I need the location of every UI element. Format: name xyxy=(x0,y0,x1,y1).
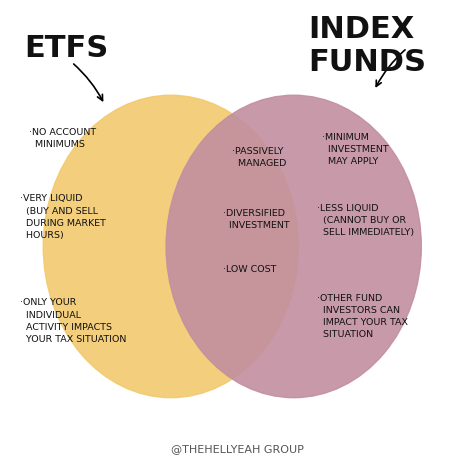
Text: ·MINIMUM
  INVESTMENT
  MAY APPLY: ·MINIMUM INVESTMENT MAY APPLY xyxy=(322,133,389,166)
Text: INDEX
FUNDS: INDEX FUNDS xyxy=(308,15,426,77)
Text: ETFS: ETFS xyxy=(24,34,109,63)
Text: ·OTHER FUND
  INVESTORS CAN
  IMPACT YOUR TAX
  SITUATION: ·OTHER FUND INVESTORS CAN IMPACT YOUR TA… xyxy=(318,294,408,339)
Text: ·VERY LIQUID
  (BUY AND SELL
  DURING MARKET
  HOURS): ·VERY LIQUID (BUY AND SELL DURING MARKET… xyxy=(19,194,106,240)
Ellipse shape xyxy=(166,95,421,398)
Text: @THEHELLYEAH GROUP: @THEHELLYEAH GROUP xyxy=(171,445,303,455)
Ellipse shape xyxy=(43,95,299,398)
Text: ·NO ACCOUNT
  MINIMUMS: ·NO ACCOUNT MINIMUMS xyxy=(29,128,96,149)
Text: ·LESS LIQUID
  (CANNOT BUY OR
  SELL IMMEDIATELY): ·LESS LIQUID (CANNOT BUY OR SELL IMMEDIA… xyxy=(318,204,414,237)
Text: ·PASSIVELY
  MANAGED: ·PASSIVELY MANAGED xyxy=(232,147,287,168)
Text: ·ONLY YOUR
  INDIVIDUAL
  ACTIVITY IMPACTS
  YOUR TAX SITUATION: ·ONLY YOUR INDIVIDUAL ACTIVITY IMPACTS Y… xyxy=(19,299,126,344)
Text: ·DIVERSIFIED
  INVESTMENT: ·DIVERSIFIED INVESTMENT xyxy=(223,209,290,230)
Text: ·LOW COST: ·LOW COST xyxy=(223,265,276,274)
